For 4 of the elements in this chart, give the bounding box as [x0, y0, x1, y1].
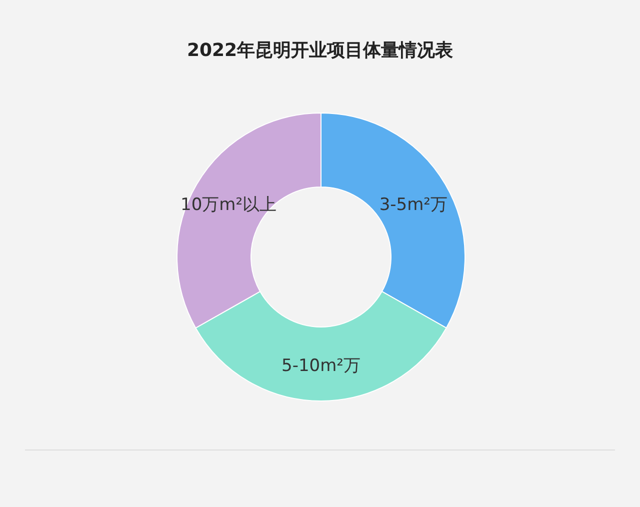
chart-title: 2022年昆明开业项目体量情况表	[186, 40, 454, 61]
slice-label: 10万m²以上	[180, 195, 277, 216]
slice-label: 5-10m²万	[282, 356, 360, 376]
slice-label: 3-5m²万	[379, 195, 448, 216]
